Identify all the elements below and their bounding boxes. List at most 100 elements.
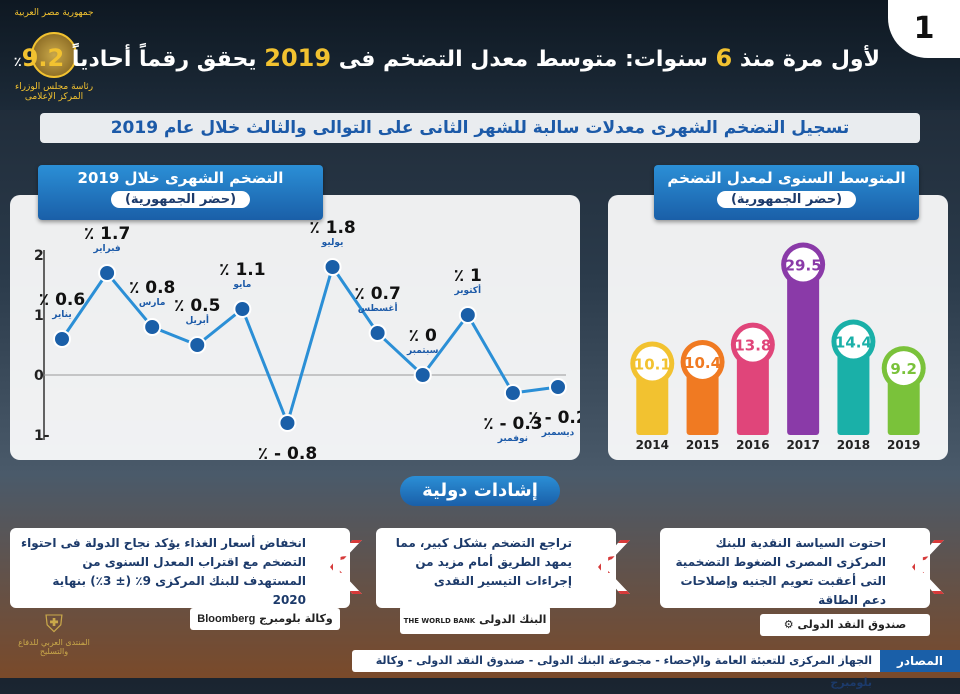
annual-chart-subtitle: (حضر الجمهورية) [716,191,857,208]
data-point [368,324,387,342]
monthly-chart-panel: 2 1 0 -1 0.6 ٪ يناير 1.7 ٪ فبراير 0.8 ٪ مارس 0.5 ٪… [10,195,580,460]
year-label: 2019 [887,438,920,452]
bar-value-label: 13.8 [734,337,771,355]
data-point [53,330,71,348]
data-value-label: 0.2 - ٪ [528,408,580,428]
year-label: 2014 [636,438,669,452]
praise-card-3-text: انخفاض أسعار الغذاء يؤكد نجاح الدولة فى … [21,536,306,607]
praise-card-2-source: البنك الدولى THE WORLD BANK [400,606,550,634]
data-value-label: 0.5 ٪ [174,296,220,316]
month-label: أبريل [186,314,209,326]
title-suffix: يحقق رقماً أحادياً [71,47,257,72]
data-value-label: 0.8 ٪ [129,278,175,298]
annual-chart-panel: 10.1 2014 10.4 2015 13.8 2016 29.5 2017 14.4 2018… [608,195,948,460]
data-value-label: 1.7 ٪ [84,224,130,244]
month-label: مارس [139,298,166,308]
bar-cap-inner [786,247,821,282]
annual-chart-title: المتوسط السنوى لمعدل التضخم [667,169,906,187]
year-label: 2015 [686,438,719,452]
year-label: 2018 [837,438,870,452]
data-value-label: 0.7 ٪ [354,284,400,304]
month-label: نوفمبر [497,434,528,444]
watermark-text: المنتدى العربي للدفاع والتسليح [18,638,90,656]
data-value-label: 0.6 ٪ [39,290,85,310]
month-label: ديسمبر [541,428,575,438]
bloomberg-source-label: وكالة بلومبرج [259,612,333,625]
title-pct: ٪ [13,55,22,70]
bar-value-label: 9.2 [890,360,917,378]
month-label: مايو [232,280,251,290]
data-point [143,318,162,336]
month-label: سبتمبر [406,346,439,356]
bar-value-label: 10.1 [634,355,671,373]
month-label: فبراير [92,244,120,254]
imf-source-label: صندوق النقد الدولى [797,618,907,631]
data-value-label: 0.3 - ٪ [483,414,542,434]
praise-card-1-source: صندوق النقد الدولى ⚙ [760,614,930,636]
data-value-label: 1.8 ٪ [309,218,355,238]
data-point [458,306,477,324]
logo-text-1: جمهورية مصر العربية [14,8,94,18]
y-tick-label: 0 [34,368,44,384]
praise-card-2-text: تراجع التضخم بشكل كبير، مما يمهد الطريق … [395,536,572,588]
bar-cap-inner [886,351,921,386]
bloomberg-logo: Bloomberg [197,613,256,625]
monthly-chart-ribbon: التضخم الشهرى خلال 2019 (حضر الجمهورية) [38,165,323,220]
bar [837,341,870,435]
monthly-line-chart: 2 1 0 -1 0.6 ٪يناير 1.7 ٪فبراير 0.8 ٪مارس 0.5 ٪… [34,218,580,460]
data-point [188,336,207,354]
data-value-label: 1.1 ٪ [219,260,265,280]
y-tick-label: -1 [34,428,50,444]
bar-value-label: 14.4 [835,334,872,352]
data-value-label: 1 ٪ [454,266,482,286]
world-bank-logo-icon: THE WORLD BANK [403,617,476,625]
bar-value-label: 29.5 [785,257,822,275]
data-point [503,384,522,402]
header [0,0,960,110]
eagle-emblem-icon [31,32,77,78]
monthly-chart-title: التضخم الشهرى خلال 2019 [77,169,284,187]
bar [736,344,769,435]
logo-text-3: المركز الإعلامى [24,92,84,102]
y-tick-label: 1 [34,308,44,324]
monthly-chart-subtitle: (حضر الجمهورية) [110,191,251,208]
bar-value-label: 10.4 [684,354,721,372]
data-point [233,300,252,318]
bar-cap-inner [735,327,770,362]
praise-card-3: انخفاض أسعار الغذاء يؤكد نجاح الدولة فى … [10,528,350,608]
year-label: 2016 [736,438,769,452]
data-point [278,414,297,432]
title-years: 6 [715,44,733,72]
praise-card-1: احتوت السياسة النقدية للبنك المركزى المص… [660,528,930,608]
sources-label: المصادر [880,650,960,672]
data-point [98,264,117,282]
bar-cap-inner [685,344,720,379]
forum-watermark: ⛨ المنتدى العربي للدفاع والتسليح [14,610,94,670]
data-value-label: 0.8 - ٪ [258,444,317,460]
year-label: 2017 [786,438,819,452]
imf-seal-icon: ⚙ [783,618,794,631]
data-value-label: 0 ٪ [409,326,437,346]
world-bank-source-label: البنك الدولى [479,613,547,626]
month-label: أغسطس [358,302,398,314]
month-label: يناير [51,310,71,320]
annual-bar-chart: 10.1 2014 10.4 2015 13.8 2016 29.5 2017 14.4 2018… [630,242,926,452]
bar-cap-inner [635,346,670,381]
bar [787,264,820,435]
series-line [60,263,559,428]
y-tick-label: 2 [34,248,44,264]
month-label: أكتوبر [454,284,482,296]
praise-card-2: تراجع التضخم بشكل كبير، مما يمهد الطريق … [376,528,616,608]
data-point [323,258,342,276]
title-value: 9.2 [21,44,65,72]
title-year: 2019 [264,44,332,72]
shield-icon: ⛨ [45,610,63,638]
data-point [549,378,567,396]
data-point [413,366,432,384]
title-prefix: لأول مرة منذ [739,47,880,72]
title-mid: سنوات: متوسط معدل التضخم فى [338,47,708,72]
logo-text-2: رئاسة مجلس الوزراء [14,82,94,92]
month-label: يوليو [321,238,344,248]
praise-card-1-text: احتوت السياسة النقدية للبنك المركزى المص… [675,536,886,607]
cabinet-logo: جمهورية مصر العربية رئاسة مجلس الوزراء ا… [14,8,94,102]
